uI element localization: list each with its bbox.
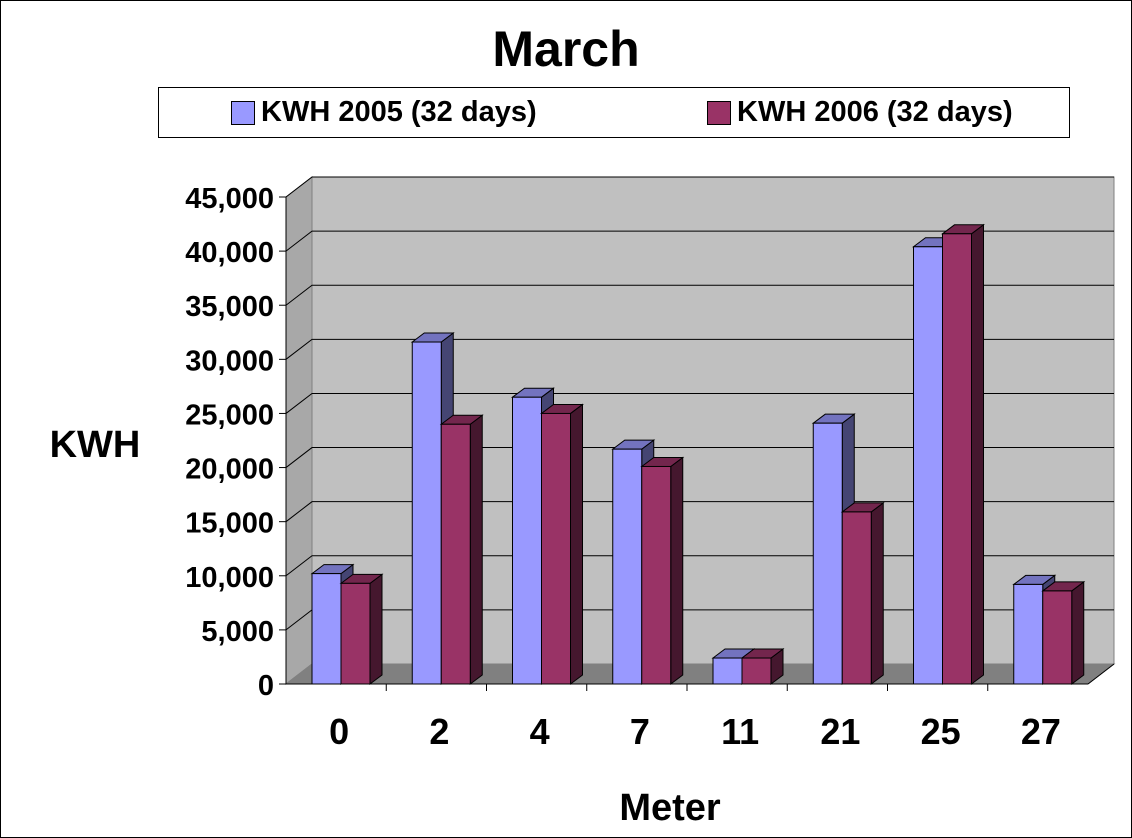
legend-label-series-2: KWH 2006 (32 days) <box>737 96 1013 128</box>
plot-walls <box>284 175 1116 686</box>
x-tick-label: 11 <box>721 711 759 752</box>
axis-labels: KWH Meter <box>50 424 721 829</box>
bar-side <box>369 573 383 685</box>
x-tick-label: 25 <box>921 711 961 752</box>
x-tick-label: 27 <box>1021 711 1061 752</box>
y-tick-label: 35,000 <box>185 291 274 323</box>
legend-swatch-series-2 <box>707 100 731 125</box>
bar-side <box>670 456 684 685</box>
y-axis-label: KWH <box>50 424 141 466</box>
bars <box>310 223 1086 685</box>
legend-item-series-2: KWH 2006 (32 days) <box>707 96 1013 129</box>
y-tick-label: 25,000 <box>185 399 274 431</box>
bar-front <box>712 657 743 685</box>
y-tick-label: 45,000 <box>185 183 274 215</box>
x-axis-label: Meter <box>619 787 721 829</box>
bar-front <box>541 412 571 685</box>
y-tick-label: 5,000 <box>201 616 274 648</box>
floor <box>284 663 1116 685</box>
x-tick-label: 21 <box>820 711 860 752</box>
y-tick-label: 40,000 <box>185 237 274 269</box>
legend: KWH 2005 (32 days) KWH 2006 (32 days) <box>158 87 1070 138</box>
floor-edge <box>1087 663 1115 685</box>
bar-front <box>340 582 371 685</box>
bar-front <box>612 448 643 685</box>
bar-2-11 <box>740 648 785 685</box>
bar-front <box>311 573 342 685</box>
bar-front <box>1042 590 1073 685</box>
bar-front <box>812 422 843 685</box>
bar-front <box>942 233 972 685</box>
y-tick-label: 10,000 <box>185 562 274 594</box>
bar-front <box>1013 583 1044 685</box>
bar-front <box>841 511 872 685</box>
bar-2-2 <box>439 414 484 685</box>
bar-front <box>741 657 772 685</box>
gridline <box>285 284 1114 306</box>
y-tick-label: 15,000 <box>185 508 274 540</box>
bar-2-27 <box>1041 580 1086 685</box>
bar-2-21 <box>840 501 885 685</box>
x-tick-label: 4 <box>530 711 550 752</box>
axes: 0 5,000 10,000 15,000 20,000 25,000 30,000 35,0… <box>185 183 1115 752</box>
bar-side <box>1071 580 1085 685</box>
bar-side <box>570 403 583 685</box>
bar-front <box>913 246 943 685</box>
y-tick-label: 0 <box>258 670 274 702</box>
chart-title: March <box>492 21 640 77</box>
bar-2-0 <box>339 573 384 685</box>
x-tick-label: 0 <box>329 711 349 752</box>
bar-2-25 <box>941 223 985 685</box>
legend-label-series-1: KWH 2005 (32 days) <box>261 96 537 128</box>
y-tick-label: 30,000 <box>185 345 274 377</box>
bar-side <box>971 223 984 685</box>
x-tick-label: 2 <box>429 711 449 752</box>
x-tick-label: 7 <box>630 711 650 752</box>
bar-side <box>870 501 884 685</box>
bar-front <box>512 396 542 685</box>
legend-item-series-1: KWH 2005 (32 days) <box>231 96 537 129</box>
gridline <box>285 176 1114 198</box>
bar-2-7 <box>640 456 685 685</box>
bar-side <box>469 414 483 685</box>
bar-front <box>411 341 442 685</box>
bar-front <box>440 423 471 685</box>
gridline <box>285 338 1114 360</box>
bar-front <box>641 465 672 685</box>
side-wall <box>285 175 313 686</box>
gridline <box>285 392 1114 414</box>
gridline <box>285 230 1114 252</box>
y-tick-label: 20,000 <box>185 454 274 486</box>
legend-swatch-series-1 <box>231 100 255 125</box>
bar-2-4 <box>540 403 584 685</box>
